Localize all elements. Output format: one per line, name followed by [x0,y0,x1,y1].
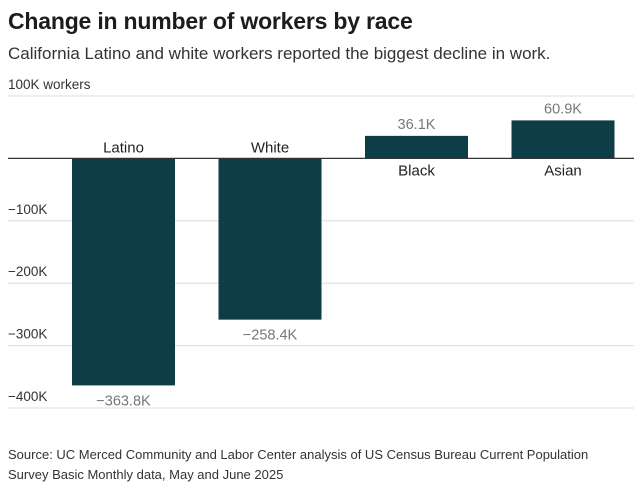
y-tick-label: 100K workers [8,77,91,92]
category-label: Latino [103,139,144,156]
bar-chart: 100K workers −100K −200K −300K −400K Latino −3… [8,77,634,409]
source-note: Source: UC Merced Community and Labor Ce… [8,447,589,482]
bar-latino [72,158,175,386]
value-label: −363.8K [96,393,151,409]
category-label: Asian [544,162,582,179]
value-label: 60.9K [544,101,582,117]
chart-subtitle: California Latino and white workers repo… [8,44,551,63]
category-label: White [251,139,289,156]
y-tick-label: −300K [8,327,47,342]
category-label: Black [398,162,435,179]
bar-white [218,158,322,320]
y-tick-label: −400K [8,389,47,404]
bar-asian [511,120,615,159]
value-label: 36.1K [398,117,436,133]
value-label: −258.4K [243,328,298,344]
y-tick-label: −100K [8,202,47,217]
bar-black [365,135,468,159]
chart-title: Change in number of workers by race [8,8,413,34]
y-tick-label: −200K [8,264,47,279]
